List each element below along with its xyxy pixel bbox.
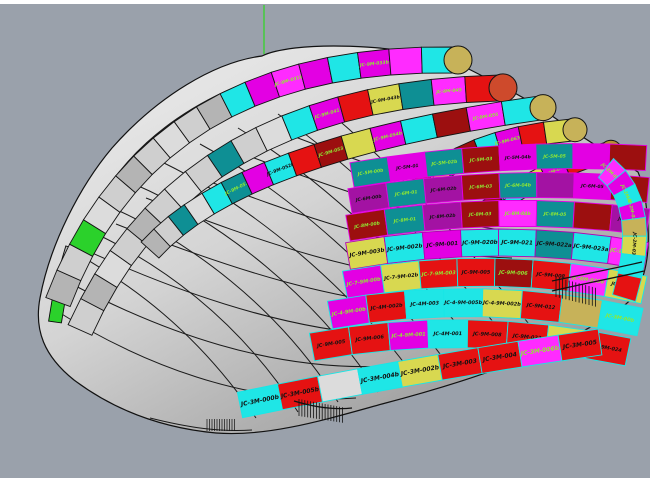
labeled-panel[interactable]	[383, 231, 426, 264]
labeled-panel[interactable]	[356, 48, 392, 79]
labeled-panel[interactable]	[498, 143, 538, 172]
labeled-panel[interactable]	[422, 201, 463, 232]
labeled-panel[interactable]	[418, 258, 459, 290]
labeled-panel[interactable]	[443, 288, 484, 318]
labeled-panel[interactable]	[481, 288, 523, 320]
labeled-panel[interactable]	[498, 228, 537, 258]
band-end-cap	[443, 45, 473, 75]
labeled-panel[interactable]	[383, 204, 426, 236]
band-end-cap	[488, 73, 518, 103]
labeled-panel[interactable]	[387, 319, 430, 351]
labeled-panel[interactable]	[326, 294, 371, 330]
labeled-panel[interactable]	[536, 172, 575, 199]
labeled-panel[interactable]	[421, 229, 463, 260]
labeled-panel[interactable]	[621, 216, 648, 237]
labeled-panel[interactable]	[326, 51, 362, 84]
labeled-panel[interactable]	[388, 46, 423, 76]
labeled-panel[interactable]	[557, 328, 603, 362]
labeled-panel[interactable]	[498, 172, 538, 199]
labeled-panel[interactable]	[494, 257, 534, 289]
labeled-panel[interactable]	[367, 83, 404, 116]
labeled-panel[interactable]	[621, 235, 648, 257]
labeled-panel[interactable]	[456, 257, 496, 288]
labeled-panel[interactable]	[404, 288, 445, 320]
labeled-panel[interactable]	[611, 272, 643, 303]
labeled-panel[interactable]	[530, 259, 572, 292]
labeled-panel[interactable]	[535, 200, 575, 229]
labeled-panel[interactable]	[461, 145, 501, 174]
labeled-panel[interactable]	[430, 76, 467, 106]
labeled-panel[interactable]	[424, 147, 465, 178]
labeled-panel[interactable]	[535, 143, 574, 170]
labeled-panel[interactable]	[423, 174, 464, 204]
labeled-panel[interactable]	[345, 236, 389, 270]
labeled-panel[interactable]	[572, 143, 611, 170]
labeled-panel[interactable]	[308, 326, 353, 362]
band-end-cap	[562, 117, 588, 143]
labeled-panel[interactable]	[347, 322, 391, 356]
labeled-panel[interactable]	[398, 78, 435, 111]
edge-detail-hatching	[206, 261, 645, 431]
labeled-panel[interactable]	[460, 172, 501, 201]
labeled-panel[interactable]	[427, 319, 469, 349]
labeled-panel[interactable]	[345, 208, 389, 242]
labeled-panel[interactable]	[572, 201, 613, 232]
band-end-cap	[529, 94, 557, 122]
third-band: JC-9M-051JC-9M-052bJC-9M-053JC-9M-054bJC…	[140, 94, 557, 259]
labeled-panel[interactable]	[460, 200, 500, 229]
labeled-panel[interactable]	[385, 177, 427, 209]
labeled-panel[interactable]	[498, 200, 538, 227]
labeled-panel[interactable]	[534, 229, 575, 260]
labeled-panel[interactable]	[517, 334, 563, 368]
labeled-panel[interactable]	[460, 228, 499, 258]
labeled-panel[interactable]	[365, 290, 408, 324]
labeled-panel[interactable]	[597, 299, 644, 337]
labeled-panel[interactable]	[380, 260, 422, 294]
labeled-panel[interactable]	[386, 151, 428, 183]
labeled-panel[interactable]	[570, 231, 612, 264]
labeled-panel[interactable]	[347, 182, 390, 214]
